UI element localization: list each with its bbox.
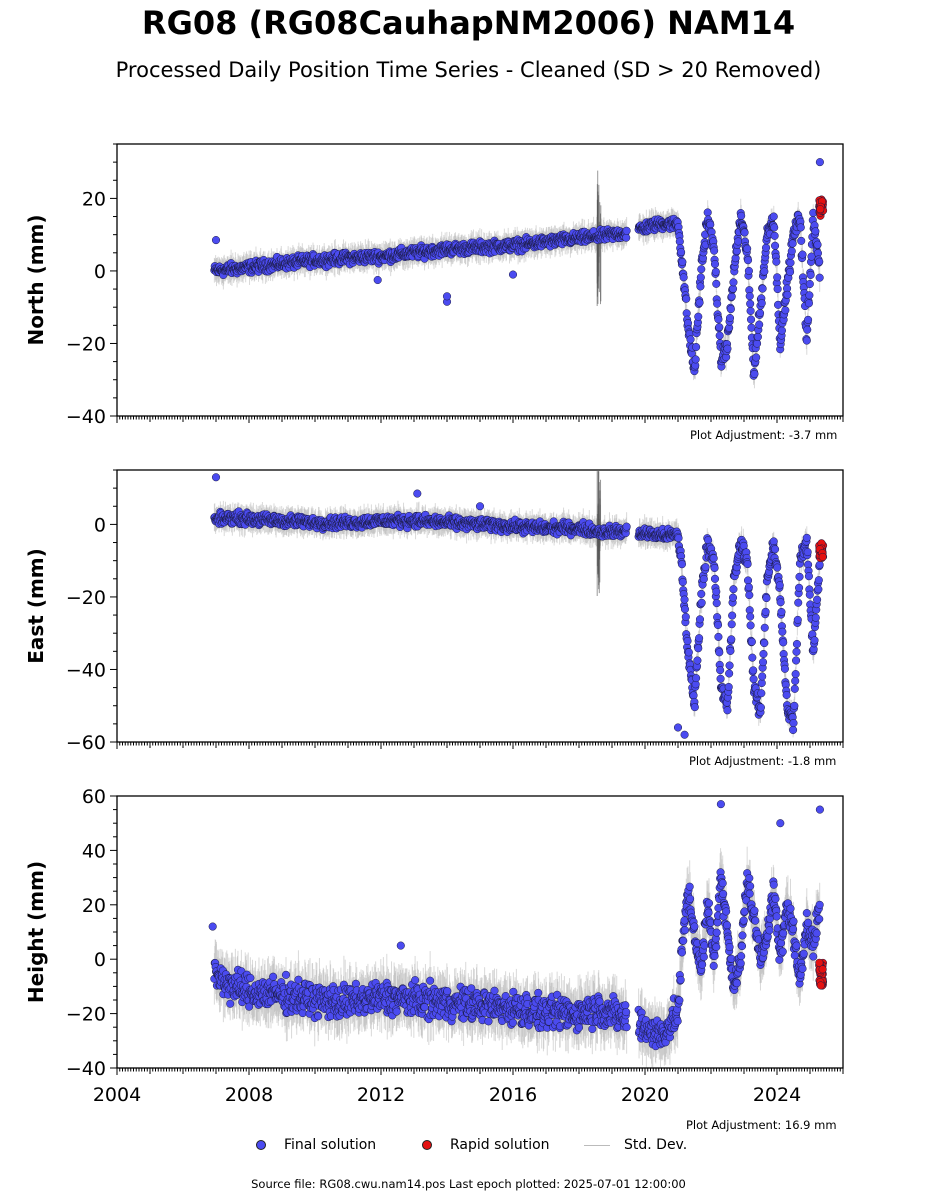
final-solution-point <box>805 291 814 300</box>
final-solution-point <box>802 336 811 345</box>
final-solution-point <box>746 315 756 324</box>
final-solution-point <box>770 223 779 232</box>
final-solution-point <box>714 315 723 324</box>
final-solution-point <box>508 270 518 279</box>
final-solution-point <box>737 211 746 220</box>
final-solution-point <box>804 299 813 308</box>
final-solution-point <box>726 305 735 314</box>
final-solution-point <box>747 323 756 332</box>
final-solution-points <box>210 158 824 380</box>
final-solution-point <box>815 273 824 282</box>
final-solution-point <box>692 342 701 352</box>
final-solution-point <box>373 275 382 285</box>
final-solution-point <box>695 298 704 307</box>
final-solution-point <box>696 273 705 282</box>
final-solution-point <box>715 331 724 340</box>
final-solution-point <box>815 158 824 167</box>
final-solution-point <box>773 284 782 294</box>
final-solution-point <box>761 243 771 252</box>
final-solution-point <box>678 257 687 267</box>
final-solution-point <box>777 326 786 335</box>
final-solution-point <box>787 247 796 256</box>
final-solution-point <box>798 250 807 259</box>
final-solution-point <box>772 257 781 266</box>
final-solution-point <box>758 284 767 293</box>
final-solution-point <box>677 248 686 257</box>
final-solution-point <box>773 273 782 282</box>
final-solution-point <box>811 227 820 236</box>
final-solution-point <box>725 313 735 323</box>
final-solution-point <box>755 309 765 318</box>
final-solution-point <box>622 233 631 242</box>
final-solution-point <box>757 299 766 308</box>
final-solution-point <box>797 236 806 245</box>
final-solution-point <box>729 278 738 287</box>
final-solution-point <box>760 267 769 276</box>
final-solution-point <box>770 231 779 240</box>
y-tick-label: 20 <box>82 188 106 210</box>
final-solution-point <box>740 228 749 237</box>
final-solution-point <box>743 244 752 253</box>
final-solution-point <box>686 335 695 344</box>
final-solution-point <box>703 208 712 217</box>
final-solution-point <box>752 339 762 348</box>
final-solution-point <box>755 320 764 329</box>
final-solution-point <box>803 325 812 334</box>
final-solution-point <box>743 256 753 265</box>
chart-subtitle: Processed Daily Position Time Series - C… <box>115 58 822 82</box>
final-solution-point <box>815 257 824 266</box>
final-solution-point <box>679 273 688 282</box>
final-solution-point <box>712 279 721 288</box>
final-solution-point <box>697 265 706 274</box>
final-solution-point <box>753 332 762 341</box>
final-solution-point <box>786 267 795 276</box>
final-solution-point <box>796 223 805 232</box>
final-solution-point <box>805 279 814 289</box>
final-solution-point <box>710 246 719 255</box>
final-solution-point <box>622 226 631 235</box>
final-solution-point <box>771 241 780 250</box>
final-solution-point <box>710 260 720 269</box>
final-solution-point <box>786 258 795 267</box>
final-solution-point <box>442 292 452 301</box>
final-solution-point <box>746 299 755 308</box>
final-solution-point <box>715 323 724 332</box>
final-solution-point <box>788 239 797 248</box>
rapid-solution-point <box>816 205 825 214</box>
final-solution-point <box>744 266 753 275</box>
final-solution-point <box>711 267 720 276</box>
chart-title: RG08 (RG08CauhapNM2006) NAM14 <box>141 4 796 42</box>
final-solution-point <box>806 270 815 279</box>
y-tick-label: −20 <box>66 333 106 355</box>
final-solution-point <box>682 294 691 303</box>
final-solution-point <box>781 306 790 315</box>
final-solution-point <box>752 353 761 362</box>
final-solution-point <box>691 355 700 364</box>
final-solution-point <box>804 315 813 324</box>
final-solution-point <box>694 312 703 321</box>
y-tick-label: 0 <box>94 261 106 283</box>
final-solution-point <box>746 306 755 315</box>
final-solution-point <box>696 282 705 291</box>
y-tick-label: −40 <box>66 406 106 428</box>
rapid-solution-points <box>815 195 828 220</box>
final-solution-point <box>734 237 743 246</box>
final-solution-point <box>713 299 722 308</box>
final-solution-point <box>745 292 754 301</box>
final-solution-point <box>813 240 822 249</box>
final-solution-point <box>211 236 221 245</box>
final-solution-point <box>769 212 778 221</box>
final-solution-point <box>783 290 792 299</box>
y-axis-label: North (mm) <box>24 214 48 345</box>
final-solution-point <box>750 369 759 378</box>
final-solution-point <box>723 344 732 353</box>
